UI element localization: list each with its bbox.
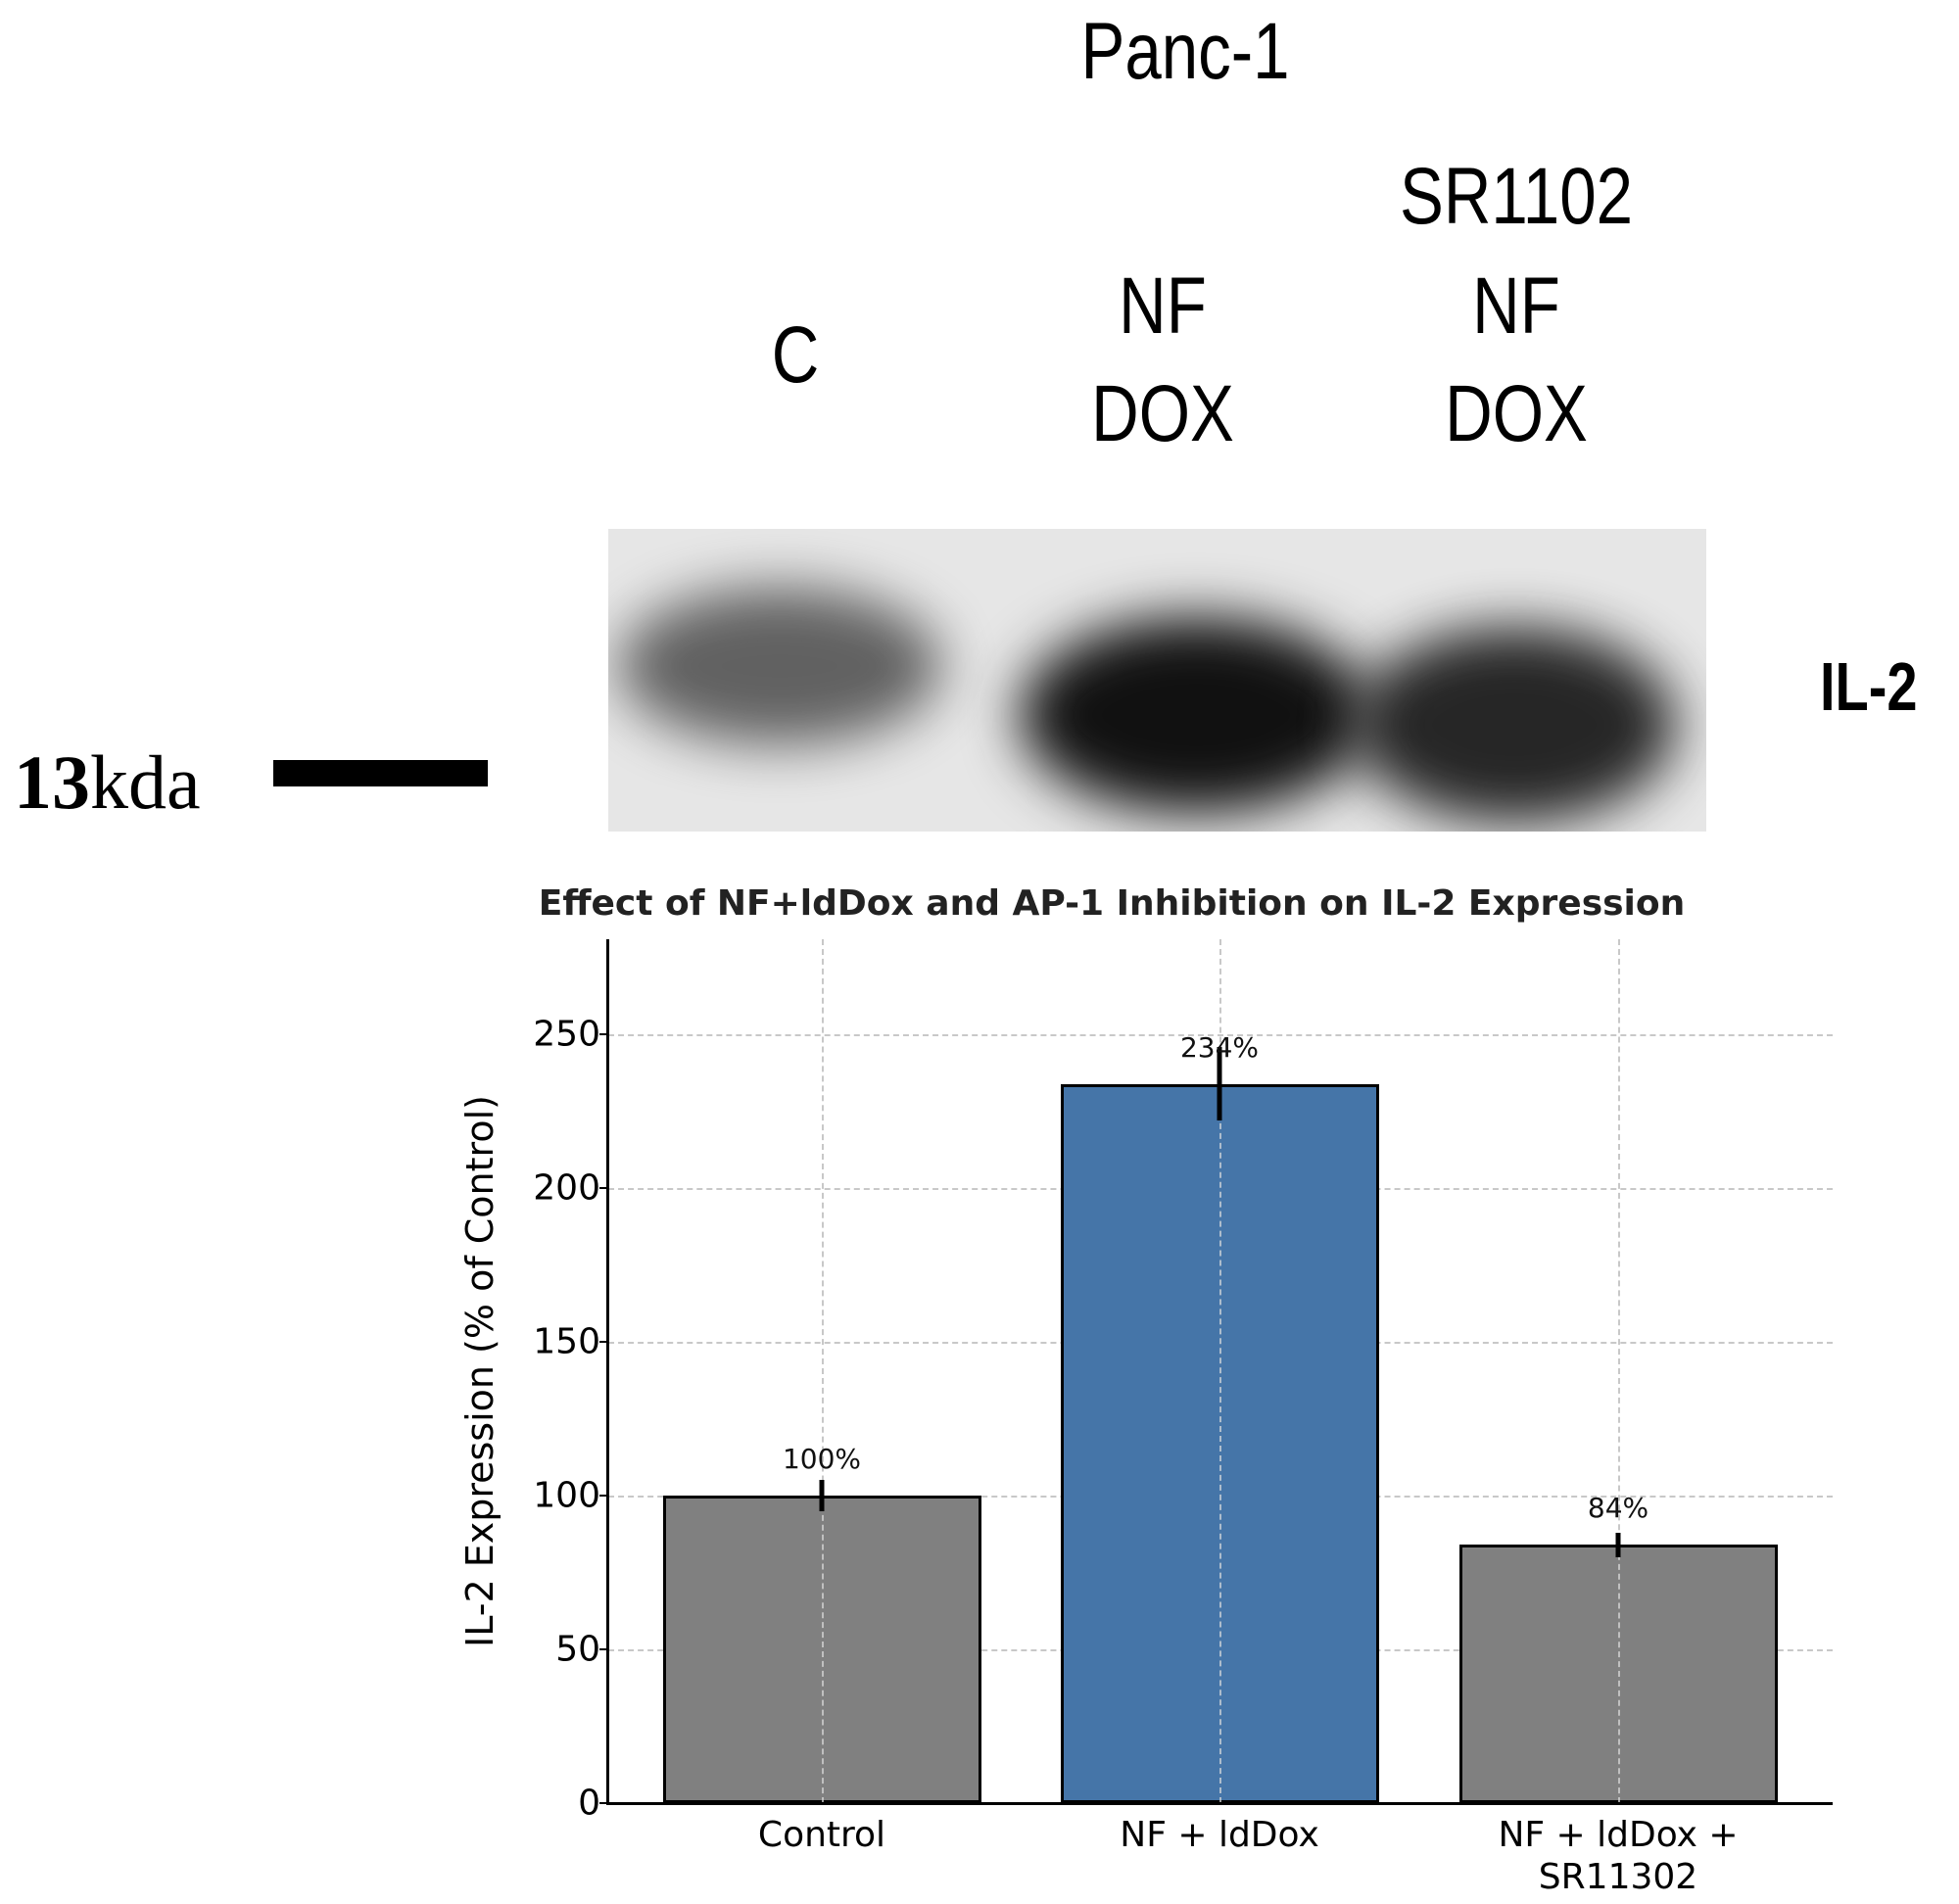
x-tick-label: NF + ldDox + SR11302: [1498, 1814, 1738, 1898]
gridline-vertical-over-bar: [1219, 1083, 1221, 1803]
x-axis-line: [606, 1802, 1833, 1805]
lane-label-line: DOX: [1091, 369, 1234, 458]
x-tick-label-line: NF + ldDox +: [1498, 1815, 1739, 1855]
protein-label: IL-2: [1820, 648, 1918, 725]
marker-unit: kda: [90, 739, 201, 825]
gridline-vertical: [822, 939, 824, 1803]
x-tick-label: NF + ldDox: [1120, 1814, 1318, 1856]
y-tick-mark: [599, 1341, 607, 1344]
band-lane-2: [1020, 617, 1372, 813]
gridline-vertical-over-bar: [1618, 1545, 1620, 1803]
y-tick-label: 250: [533, 1014, 600, 1055]
western-blot-image: [608, 529, 1706, 832]
molecular-weight-marker-bar: [273, 760, 488, 786]
x-tick-label-line: SR11302: [1538, 1857, 1698, 1897]
x-tick-label: Control: [758, 1814, 885, 1856]
marker-number: 13: [14, 739, 90, 825]
y-tick-label: 0: [578, 1783, 600, 1824]
molecular-weight-label: 13kda: [14, 744, 201, 821]
value-label: 84%: [1587, 1492, 1649, 1525]
error-bar: [1615, 1532, 1621, 1557]
band-lane-1: [618, 588, 941, 744]
band-lane-3: [1353, 627, 1676, 823]
y-tick-mark: [599, 1648, 607, 1651]
gridline-vertical-over-bar: [822, 1496, 824, 1803]
y-tick-mark: [599, 1033, 607, 1036]
y-axis-label: IL-2 Expression (% of Control): [458, 1095, 502, 1647]
y-tick-label: 200: [533, 1167, 600, 1209]
lane-label-line: SR1102: [1399, 152, 1634, 241]
y-tick-label: 50: [555, 1629, 600, 1670]
y-tick-label: 150: [533, 1321, 600, 1362]
y-tick-label: 100: [533, 1475, 600, 1516]
value-label: 234%: [1179, 1030, 1260, 1064]
lane-label-line: C: [771, 310, 820, 400]
y-tick-mark: [599, 1802, 607, 1804]
lane-label-line: NF: [1119, 262, 1207, 351]
y-tick-mark: [599, 1495, 607, 1498]
lane-label-line: NF: [1472, 262, 1560, 351]
error-bar: [1217, 1046, 1222, 1121]
chart-title: Effect of NF+ldDox and AP-1 Inhibition o…: [538, 883, 1686, 924]
y-axis-line: [606, 939, 609, 1805]
plot-area: 100% 234% 84%: [608, 939, 1833, 1803]
value-label: 100%: [782, 1443, 862, 1476]
x-tick-label-line: Control: [757, 1815, 886, 1855]
y-tick-mark: [599, 1187, 607, 1190]
gridline-vertical: [1618, 939, 1620, 1803]
lane-label-line: DOX: [1445, 369, 1588, 458]
x-tick-label-line: NF + ldDox: [1120, 1815, 1319, 1855]
cell-line-title: Panc-1: [1080, 7, 1290, 96]
error-bar: [819, 1480, 825, 1511]
